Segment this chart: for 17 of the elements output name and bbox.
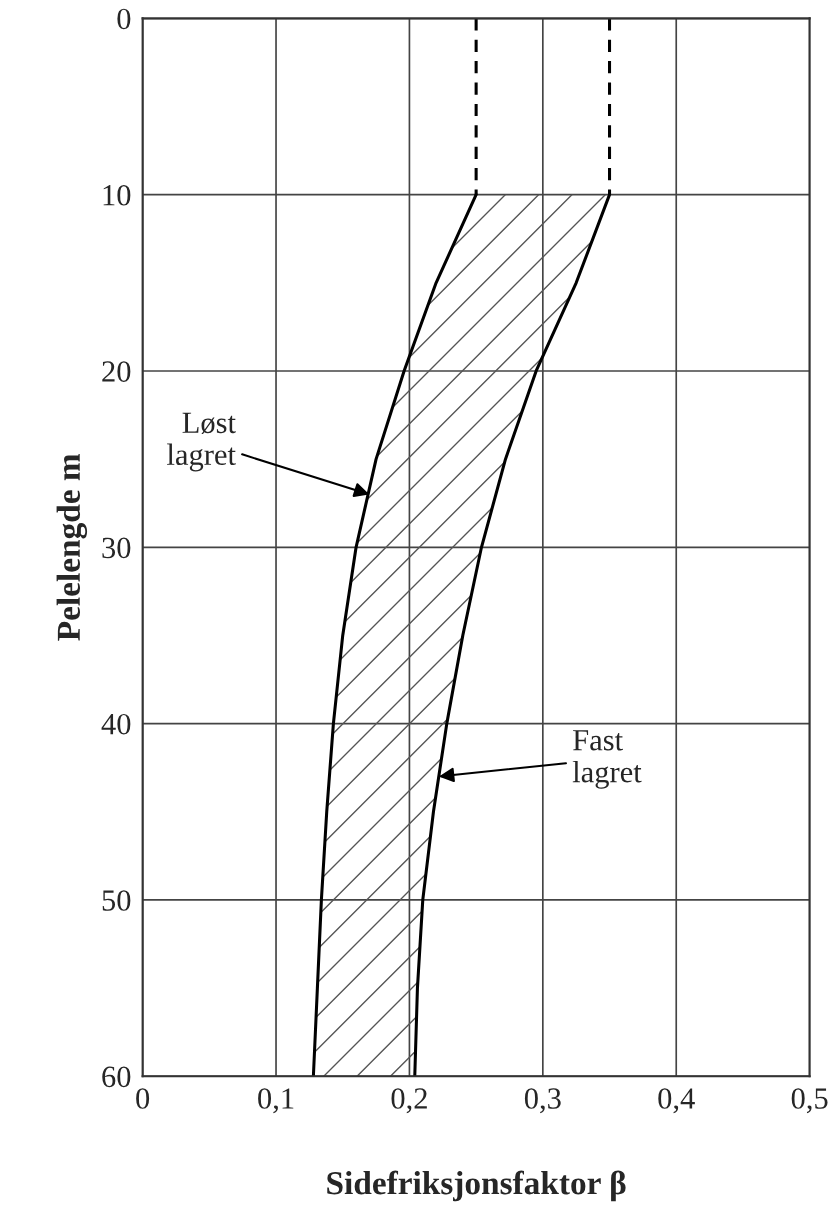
y-tick-label: 20 [102,361,131,382]
x-axis-title: Sidefriksjonsfaktor β [327,1170,626,1202]
y-axis-title: Pelelengde m [56,453,88,641]
annotation: Fast lagret [572,730,642,789]
annotation: Løst lagret [167,412,236,472]
x-tick-label: 0,3 [524,1088,561,1114]
y-tick-label: 30 [102,537,131,559]
x-tick-label: 0,1 [258,1088,294,1114]
y-tick-label: 50 [102,890,131,911]
y-tick-label: 0 [117,8,131,30]
x-tick-label: 0 [136,1088,150,1109]
y-tick-label: 40 [101,713,131,735]
x-tick-label: 0,2 [391,1088,427,1114]
x-tick-label: 0,4 [658,1088,695,1114]
y-tick-label: 10 [103,184,131,206]
x-tick-label: 0,5 [791,1088,828,1114]
y-tick-label: 60 [102,1066,131,1088]
